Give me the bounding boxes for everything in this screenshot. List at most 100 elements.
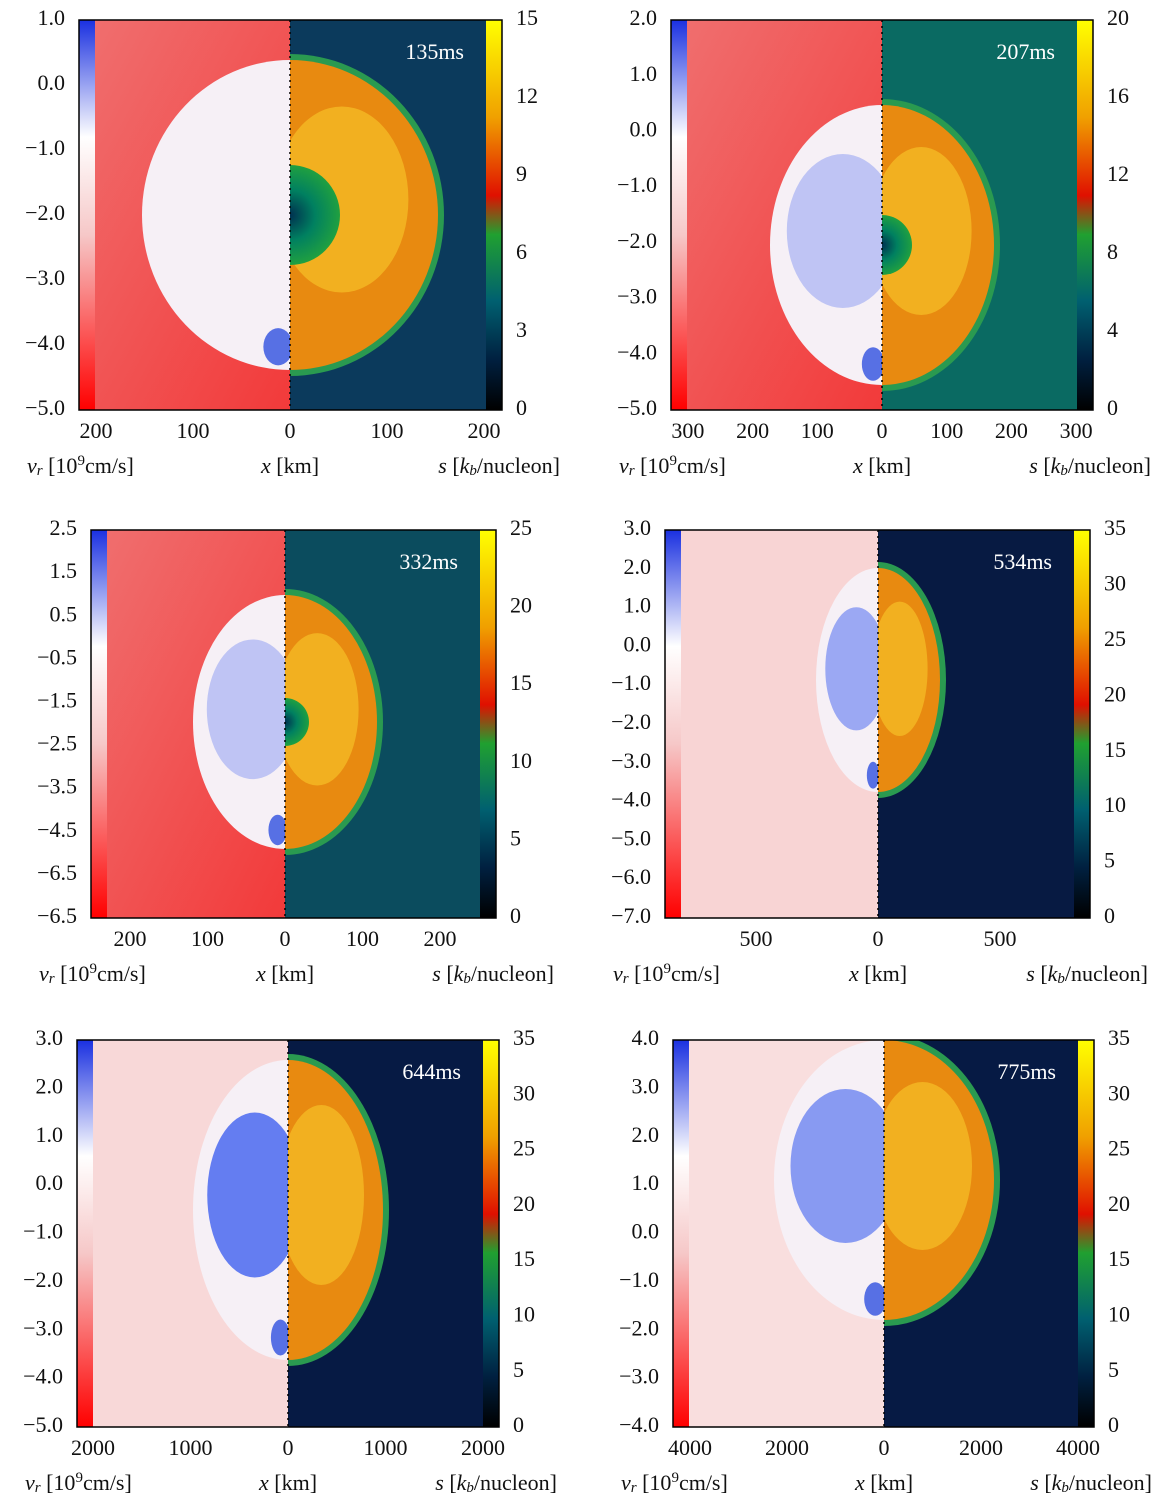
entropy-tick-label: 15 [510,670,532,695]
velocity-tick-label: 0.0 [630,116,658,141]
axis-label-part: [km] [271,453,319,478]
entropy-tick-label: 0 [1107,395,1118,420]
velocity-colorbar [665,530,681,918]
velocity-tick-label: −6.0 [611,864,651,889]
axis-label-part: r [629,463,635,479]
entropy-tick-label: 16 [1107,83,1129,108]
entropy-tick-label: 12 [516,83,538,108]
axis-label-part: /nucleon] [1069,1470,1152,1495]
velocity-tick-label: −2.0 [23,1267,63,1292]
axis-label-part: b [466,1480,474,1496]
velocity-tick-label: −3.0 [23,1315,63,1340]
axis-label: vr [109cm/s] [25,1470,132,1496]
entropy-tick-label: 20 [513,1191,535,1216]
axis-label-part: b [463,971,471,987]
axis-label-part: r [623,971,629,987]
x-tick-label: 200 [80,418,113,443]
x-tick-label: 1000 [169,1435,213,1460]
axis-label-part: s [432,961,441,986]
velocity-tick-label: −3.0 [617,284,657,309]
velocity-tick-label: 0.0 [624,631,652,656]
entropy-tick-label: 9 [516,161,527,186]
entropy-tick-label: 0 [1108,1412,1119,1437]
entropy-field [290,54,444,376]
x-tick-label: 100 [177,418,210,443]
x-tick-label: 2000 [461,1435,505,1460]
hot-core [285,633,359,786]
entropy-colorbar [483,1040,499,1427]
axis-label-part: 9 [663,961,671,977]
velocity-tick-label: −5.0 [611,825,651,850]
velocity-tick-label: 4.0 [632,1025,660,1050]
entropy-tick-label: 35 [513,1025,535,1050]
x-tick-label: 500 [984,926,1017,951]
x-tick-label: 100 [801,418,834,443]
entropy-tick-label: 4 [1107,317,1118,342]
axis-label-part: [10 [637,1470,672,1495]
time-label: 775ms [997,1059,1056,1084]
axis-label-part: [ [444,1470,457,1495]
infall-region [206,639,285,780]
axis-label-part: v [39,961,49,986]
velocity-tick-label: 2.0 [632,1122,660,1147]
blue-patch [263,328,290,366]
time-label: 207ms [996,39,1055,64]
x-tick-label: 200 [114,926,147,951]
shock-region [193,595,285,849]
entropy-tick-label: 6 [516,239,527,264]
axis-label-part: /nucleon] [1068,453,1151,478]
axis-label: x [km] [852,453,911,478]
velocity-tick-label: 1.0 [624,593,652,618]
frame [90,529,497,919]
velocity-tick-label: 0.0 [632,1219,660,1244]
velocity-tick-label: 1.0 [632,1170,660,1195]
velocity-tick-label: −2.0 [611,709,651,734]
axis-label: x [km] [848,961,907,986]
axis-label-part: k [1051,453,1062,478]
axis-label-part: cm/s] [671,961,720,986]
proto-neutron-star [290,165,340,265]
axis-label-part: s [1030,1470,1039,1495]
velocity-tick-label: −3.0 [25,265,65,290]
time-label: 534ms [993,549,1052,574]
entropy-tick-label: 35 [1108,1025,1130,1050]
axis-label-part: 9 [669,453,677,469]
entropy-tick-label: 12 [1107,161,1129,186]
velocity-tick-label: −3.0 [619,1364,659,1389]
velocity-tick-label: 0.0 [36,1170,64,1195]
axis-label: vr [109cm/s] [39,961,146,987]
entropy-colorbar [1078,1040,1094,1427]
axis-label-part: x [852,453,863,478]
entropy-tick-label: 5 [513,1357,524,1382]
x-tick-label: 200 [995,418,1028,443]
entropy-field [882,99,1000,391]
axis-label-part: b [1060,463,1068,479]
axis-label-part: [10 [43,453,78,478]
velocity-field [193,595,285,849]
velocity-tick-label: −4.5 [37,817,77,842]
axis-label: s [kb/nucleon] [432,961,554,987]
velocity-tick-label: −1.0 [619,1267,659,1292]
velocity-tick-label: −2.0 [25,200,65,225]
proto-neutron-star [285,698,309,746]
x-tick-label: 2000 [71,1435,115,1460]
entropy-tick-label: 5 [510,825,521,850]
velocity-tick-label: −1.0 [611,670,651,695]
axis-label-part: r [37,463,43,479]
axis-label-part: [10 [55,961,90,986]
axis-label-part: r [49,971,55,987]
axis-label-part: cm/s] [97,961,146,986]
velocity-tick-label: −1.0 [617,172,657,197]
hot-core [882,147,972,315]
entropy-tick-label: 0 [513,1412,524,1437]
axis-label-part: k [457,1470,468,1495]
panel: 644ms 3.0 2.0 1.0 0.0 −1.0 −2.0 −3.0 −4.0 −5.0 35 3… [23,1025,535,1460]
axis-label-part: [ [447,453,460,478]
velocity-tick-label: −4.0 [23,1364,63,1389]
x-tick-label: 0 [283,1435,294,1460]
entropy-tick-label: 15 [1108,1246,1130,1271]
shock-region [770,105,882,385]
velocity-colorbar [91,530,107,918]
hot-core [884,1082,972,1250]
axis-label-part: v [619,453,629,478]
